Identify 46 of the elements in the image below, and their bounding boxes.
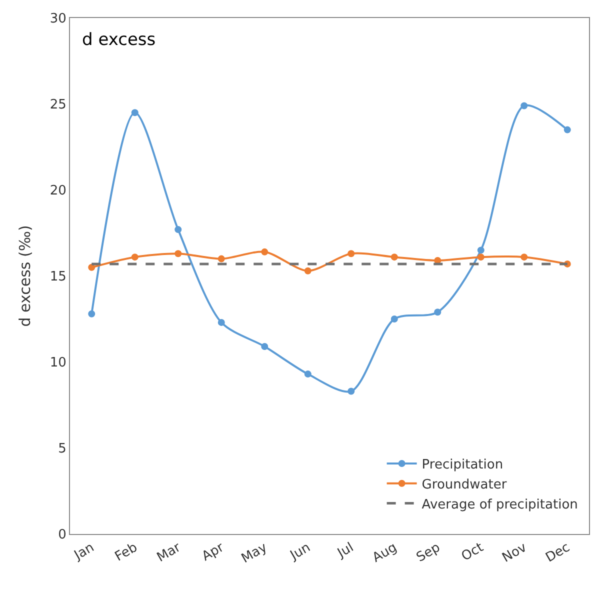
point — [88, 310, 96, 318]
point — [434, 308, 442, 316]
point — [174, 250, 182, 258]
y-tick-label: 25 — [50, 98, 66, 113]
y-tick-label: 5 — [58, 442, 66, 457]
y-tick-label: 10 — [50, 356, 66, 371]
y-tick-label: 30 — [50, 12, 66, 27]
x-tick-label: Dec — [543, 540, 573, 566]
x-tick-label: Jun — [287, 540, 314, 564]
y-tick-label: 15 — [50, 270, 66, 285]
point — [520, 102, 528, 110]
point — [348, 388, 355, 395]
point — [131, 254, 138, 261]
point — [304, 370, 312, 378]
point — [520, 254, 528, 261]
point — [261, 248, 268, 256]
x-tick-label: Apr — [200, 540, 228, 564]
x-tick-label: Oct — [459, 540, 486, 564]
point — [477, 254, 484, 261]
point — [131, 109, 138, 116]
x-tick-label: Jan — [71, 540, 97, 564]
point — [477, 246, 484, 254]
text: d excess — [82, 30, 156, 50]
point — [390, 316, 398, 322]
point — [261, 343, 268, 350]
x-tick-label: Aug — [370, 540, 400, 566]
legend-label: Groundwater — [422, 477, 508, 492]
x-tick-label: Nov — [500, 540, 530, 566]
point — [564, 126, 571, 134]
legend-label: Average of precipitation — [422, 497, 578, 512]
point — [304, 267, 312, 274]
point — [218, 255, 225, 262]
point — [88, 264, 96, 271]
x-tick-label: May — [239, 540, 270, 567]
y-axis-title: d excess (‰) — [16, 225, 34, 327]
legend-label: Precipitation — [422, 458, 504, 473]
x-tick-label: Sep — [414, 540, 443, 566]
x-tick-label: Mar — [154, 540, 184, 566]
x-tick-label: Feb — [112, 540, 140, 565]
y-tick-label: 0 — [58, 528, 66, 543]
point — [390, 254, 398, 261]
point — [348, 250, 355, 258]
x-tick-label: Jul — [334, 540, 356, 562]
point — [218, 318, 225, 326]
y-tick-label: 20 — [50, 184, 66, 199]
point — [174, 226, 182, 234]
